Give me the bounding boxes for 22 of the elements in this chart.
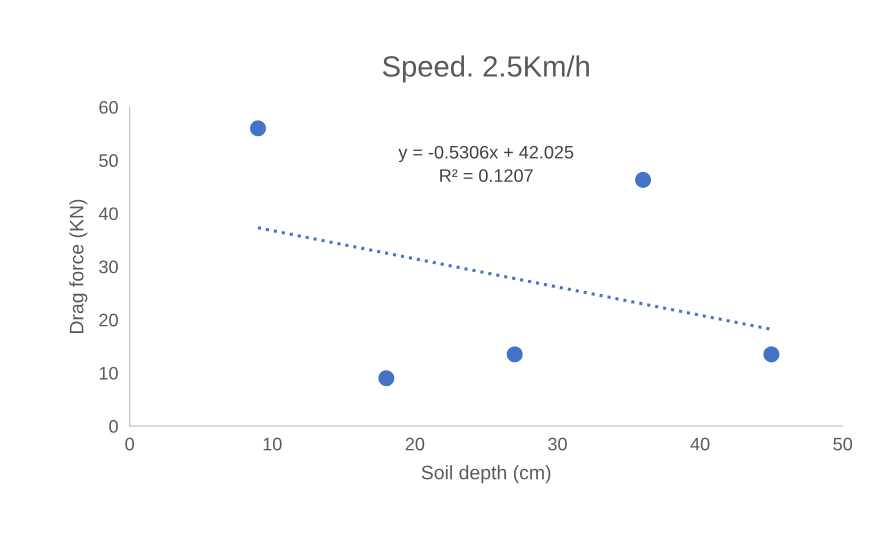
x-tick-label: 40 (690, 438, 710, 450)
point (763, 346, 780, 362)
y-tick-label: 0 (109, 420, 118, 433)
point (506, 346, 523, 362)
point (635, 172, 652, 188)
point (250, 120, 266, 136)
x-tick-label: 30 (548, 438, 567, 450)
y-tick-label: 40 (98, 207, 118, 220)
y-tick-label: 50 (99, 154, 118, 167)
x-tick-label: 20 (406, 438, 424, 450)
point (378, 370, 394, 386)
y-tick-label: 20 (99, 314, 118, 326)
annotation: y = -0.5306x + 42.025 R² = 0.1207 (398, 146, 574, 182)
y-tick-label: 10 (100, 366, 118, 380)
y-tick-label: 60 (99, 100, 118, 114)
y-tick-label: 30 (99, 260, 118, 274)
x-axis-title: Soil depth (cm) (422, 465, 550, 484)
y-axis-title: Drag force (KN) (69, 200, 88, 334)
chart-title: Speed. 2.5Km/h (382, 55, 589, 83)
x-tick-label: 10 (264, 438, 282, 450)
x-tick-label: 0 (125, 438, 134, 450)
x-tick-label: 50 (833, 438, 852, 450)
